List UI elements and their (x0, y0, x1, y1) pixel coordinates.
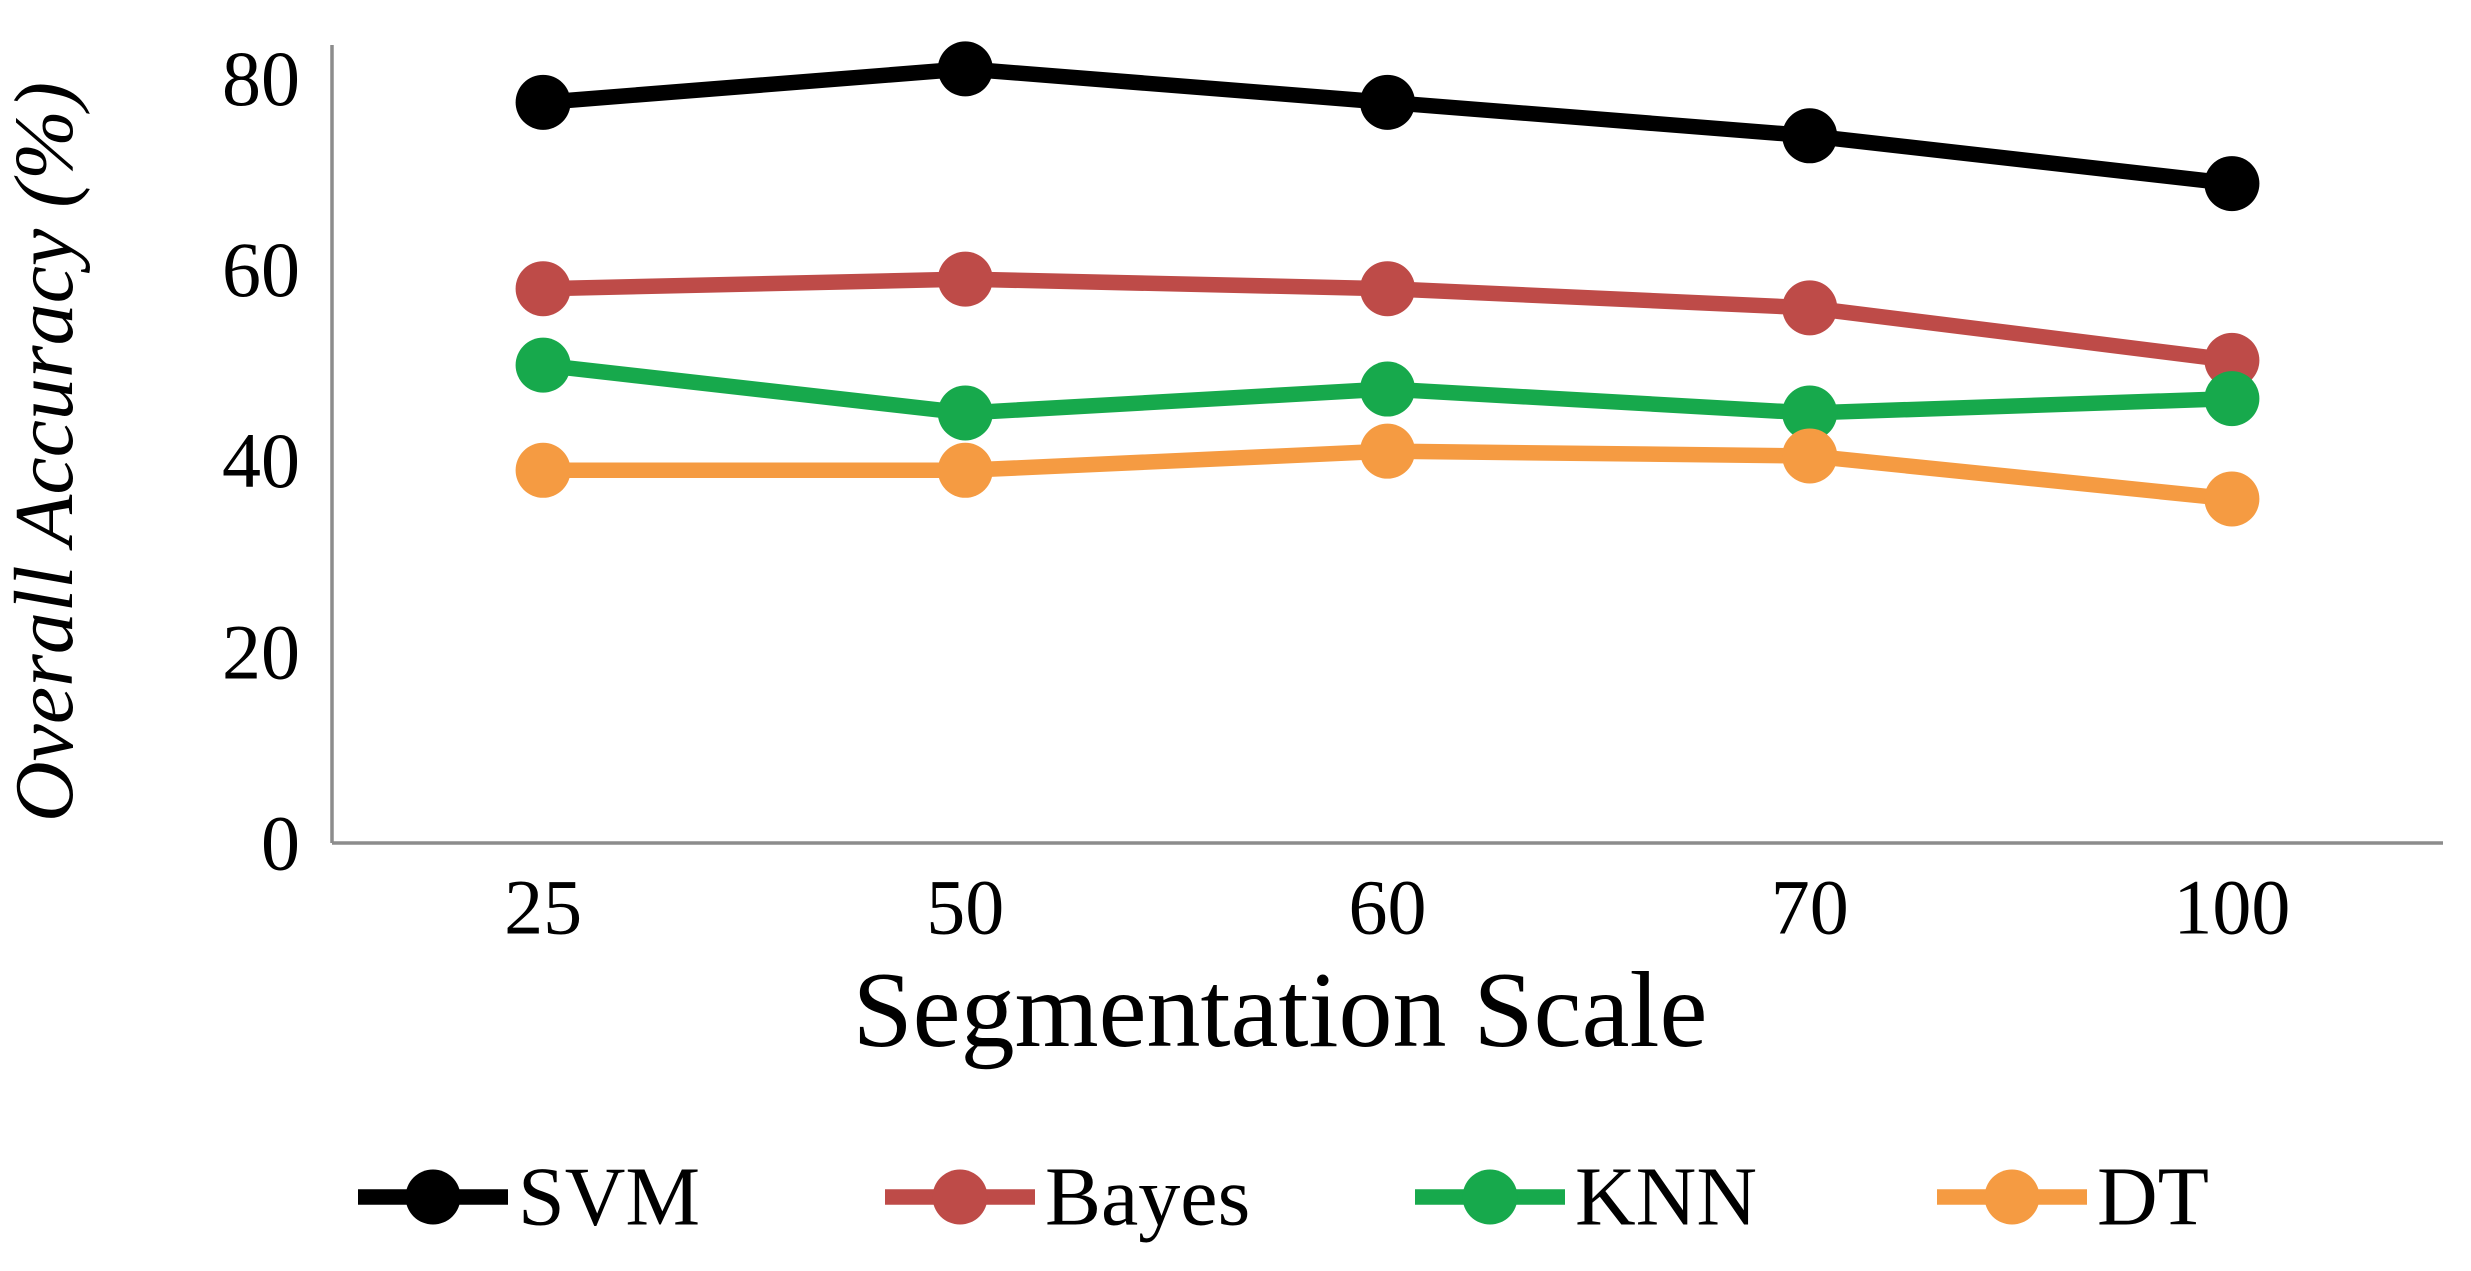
series-group (515, 41, 2260, 527)
data-point (515, 337, 571, 393)
y-axis-title: Overall Accuracy (%) (0, 82, 91, 822)
data-point (1360, 261, 1415, 317)
legend: SVM Bayes KNN DT (358, 1151, 2209, 1244)
y-tick-label: 80 (222, 35, 300, 122)
y-tick-label: 60 (222, 226, 300, 313)
data-point (1360, 423, 1415, 479)
data-point (937, 251, 993, 307)
legend-item-bayes: Bayes (885, 1151, 1250, 1244)
data-point (1782, 428, 1838, 484)
legend-item-knn: KNN (1415, 1151, 1757, 1244)
data-point (937, 385, 993, 441)
x-axis-title: Segmentation Scale (853, 951, 1708, 1070)
y-tick-label: 40 (222, 417, 300, 504)
legend-marker-dot (1462, 1169, 1518, 1225)
data-point (1360, 74, 1415, 130)
legend-item-svm: SVM (358, 1151, 700, 1244)
x-axis-tick-labels: 25 50 60 70 100 (504, 864, 2290, 951)
data-point (515, 442, 571, 498)
data-point (1782, 385, 1838, 441)
data-point (2204, 332, 2260, 388)
series-svm (515, 41, 2260, 212)
legend-marker-dot (405, 1169, 461, 1225)
x-tick-label: 25 (504, 864, 582, 951)
data-point (515, 74, 571, 130)
legend-item-dt: DT (1937, 1151, 2209, 1244)
x-tick-label: 50 (926, 864, 1004, 951)
data-point (1782, 108, 1838, 164)
series-bayes (515, 251, 2260, 388)
series-dt (515, 423, 2260, 527)
legend-marker-dot (932, 1169, 988, 1225)
legend-label: Bayes (1045, 1151, 1250, 1244)
legend-marker-dot (1984, 1169, 2040, 1225)
y-tick-label: 0 (261, 800, 300, 887)
data-point (1782, 280, 1838, 336)
data-point (2204, 471, 2260, 527)
series-knn (515, 337, 2260, 441)
y-axis-tick-labels: 0 20 40 60 80 (222, 35, 300, 887)
legend-label: DT (2097, 1151, 2209, 1244)
data-point (2204, 156, 2260, 212)
x-tick-label: 100 (2173, 864, 2290, 951)
data-point (1360, 361, 1415, 417)
legend-label: KNN (1575, 1151, 1757, 1244)
legend-label: SVM (518, 1151, 700, 1244)
x-tick-label: 60 (1349, 864, 1427, 951)
data-point (937, 41, 993, 97)
x-tick-label: 70 (1771, 864, 1849, 951)
data-point (2204, 371, 2260, 427)
y-tick-label: 20 (222, 608, 300, 695)
data-point (515, 261, 571, 317)
data-point (937, 442, 993, 498)
